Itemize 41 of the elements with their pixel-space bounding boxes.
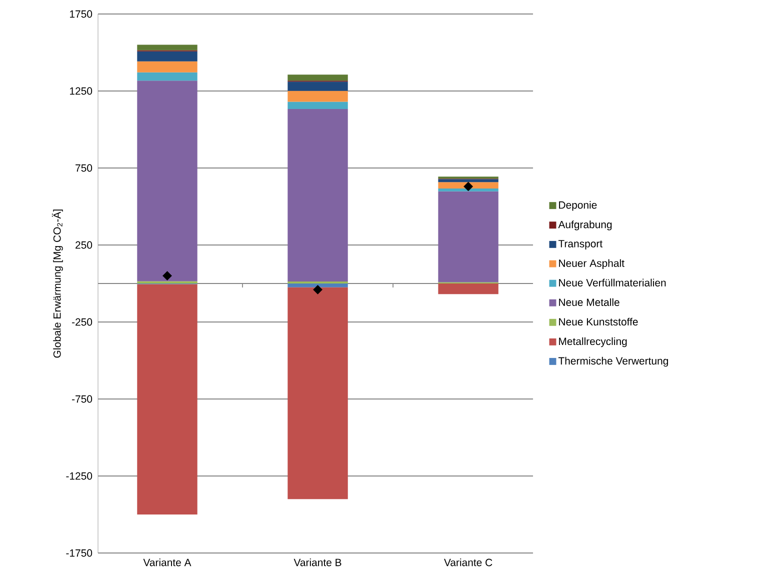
legend-label: Aufgrabung — [558, 220, 612, 230]
legend-label: Metallrecycling — [559, 337, 627, 348]
x-tick-label: Variante B — [294, 558, 342, 566]
legend-label: Neue Metalle — [559, 298, 620, 306]
bar — [288, 109, 348, 282]
legend-label: Deponie — [559, 201, 597, 211]
y-tick-label: 1250 — [70, 87, 92, 95]
bar — [288, 287, 348, 500]
bar — [438, 191, 498, 282]
bar — [137, 72, 198, 81]
point — [162, 271, 172, 281]
legend-label: Transport — [558, 240, 603, 250]
bar — [438, 188, 498, 192]
bar — [137, 61, 198, 72]
y-tick-label: 1750 — [70, 10, 92, 18]
y-tick-label: 250 — [76, 241, 92, 249]
y-tick-label: -250 — [72, 318, 92, 326]
bar — [438, 284, 498, 294]
bar — [137, 44, 198, 50]
bar — [438, 179, 498, 182]
point — [313, 284, 322, 294]
bar — [288, 82, 348, 91]
bar — [137, 51, 198, 62]
y-tick-label: -1250 — [66, 472, 92, 480]
bar — [288, 284, 348, 288]
bar — [288, 74, 348, 81]
x-tick-label: Variante A — [143, 558, 192, 566]
bar — [288, 102, 348, 110]
y-axis-title: Globale Erwärmung [Mg CO$_{2}$-Ä] — [52, 210, 63, 358]
legend-label: Neue Kunststoffe — [559, 318, 638, 326]
y-tick-label: -1750 — [66, 549, 92, 557]
bar — [137, 80, 198, 282]
bar — [137, 284, 198, 514]
legend-label: Thermische Verwertung — [558, 356, 668, 367]
point — [464, 182, 473, 192]
legend-label: Neue Verfüllmaterialien — [559, 278, 666, 286]
x-tick-label: Variante C — [444, 558, 492, 566]
y-tick-label: 750 — [76, 164, 92, 172]
bar — [288, 90, 348, 102]
y-tick-label: -750 — [72, 395, 92, 403]
legend-label: Neuer Asphalt — [559, 259, 624, 269]
